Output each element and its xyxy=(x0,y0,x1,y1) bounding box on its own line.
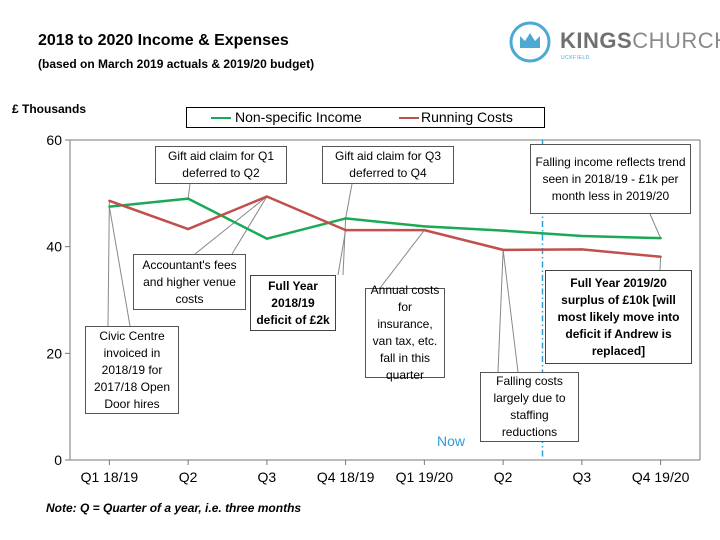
data-point xyxy=(501,229,505,232)
annotation-full-year-1920: Full Year 2019/20 surplus of £10k [will … xyxy=(545,270,692,364)
series-line-costs xyxy=(108,195,661,259)
callout-leader xyxy=(231,196,268,255)
x-tick-label: Q3 xyxy=(258,469,277,485)
logo-wordmark: KINGSCHURCH xyxy=(560,28,720,54)
x-tick-label: Q1 18/19 xyxy=(81,469,139,485)
callout-leader xyxy=(497,249,504,373)
y-tick-label: 0 xyxy=(54,452,62,468)
callout-leader xyxy=(649,213,662,239)
data-point xyxy=(108,205,111,208)
legend-label-income: Non-specific Income xyxy=(235,109,362,125)
annotation-annual-costs: Annual costs for insurance, van tax, etc… xyxy=(365,283,445,382)
x-tick-label: Q3 xyxy=(573,469,592,485)
data-point xyxy=(186,227,190,231)
data-point xyxy=(344,228,347,232)
x-tick-label: Q4 19/20 xyxy=(632,469,690,485)
chart-subtitle: (based on March 2019 actuals & 2019/20 b… xyxy=(38,57,315,71)
data-point xyxy=(423,228,426,232)
x-tick-label: Q2 xyxy=(179,469,198,485)
y-axis-label: £ Thousands xyxy=(12,102,87,116)
callout-leader xyxy=(659,256,662,271)
callout-leader xyxy=(107,200,110,327)
crown-icon xyxy=(509,21,551,63)
data-point xyxy=(265,237,269,240)
chart-title: 2018 to 2020 Income & Expenses xyxy=(38,32,289,49)
annotation-full-year-1819: Full Year 2018/19 deficit of £2k xyxy=(250,275,336,331)
annotation-falling-income: Falling income reflects trend seen in 20… xyxy=(530,144,691,214)
data-point xyxy=(659,255,662,258)
annotation-leaders xyxy=(107,183,662,373)
annotation-gift-aid-q3: Gift aid claim for Q3 deferred to Q4 xyxy=(322,146,454,184)
series-line-income xyxy=(109,197,661,240)
x-tick-label: Q1 19/20 xyxy=(396,469,454,485)
data-point xyxy=(580,234,584,238)
data-point xyxy=(423,225,426,228)
callout-leader xyxy=(345,183,353,219)
callout-leader xyxy=(187,183,191,199)
data-point xyxy=(186,197,190,200)
data-point xyxy=(265,195,269,198)
logo-brand-bold: KINGS xyxy=(560,28,633,53)
y-tick-label: 40 xyxy=(46,239,62,255)
annotation-falling-costs: Falling costs largely due to staffing re… xyxy=(480,372,579,442)
legend-label-costs: Running Costs xyxy=(421,109,513,125)
y-tick-label: 20 xyxy=(46,345,62,361)
callout-leader xyxy=(194,196,268,255)
legend-swatch-costs xyxy=(399,117,419,119)
legend-swatch-income xyxy=(211,117,231,119)
logo-location: UCKFIELD xyxy=(561,55,590,61)
now-marker-label: Now xyxy=(437,433,466,449)
annotation-civic-centre: Civic Centre invoiced in 2018/19 for 201… xyxy=(85,326,179,414)
callout-leader xyxy=(379,229,425,289)
logo-brand-light: CHURCH xyxy=(632,28,720,53)
series-lines xyxy=(108,195,662,259)
axes: 0 20 40 60 Q1 18/19 Q2 Q3 Q4 18/19 Q1 19/20 Q2 Q3 Q… xyxy=(46,132,701,485)
annotation-accountant: Accountant's fees and higher venue costs xyxy=(133,254,246,310)
annotation-gift-aid-q1: Gift aid claim for Q1 deferred to Q2 xyxy=(155,146,287,184)
data-point xyxy=(659,236,662,240)
kings-church-logo: KINGSCHURCH UCKFIELD xyxy=(508,20,720,64)
callout-leader xyxy=(108,206,131,327)
data-point xyxy=(344,217,347,220)
x-tick-label: Q4 18/19 xyxy=(317,469,375,485)
callout-leader xyxy=(502,249,519,373)
data-point xyxy=(580,248,584,251)
x-tick-label: Q2 xyxy=(494,469,513,485)
data-point xyxy=(108,199,111,202)
callout-leader xyxy=(342,218,347,276)
y-tick-label: 60 xyxy=(46,132,62,148)
footnote: Note: Q = Quarter of a year, i.e. three … xyxy=(46,501,302,515)
legend: Non-specific Income Running Costs xyxy=(186,107,545,128)
data-point xyxy=(501,248,505,252)
